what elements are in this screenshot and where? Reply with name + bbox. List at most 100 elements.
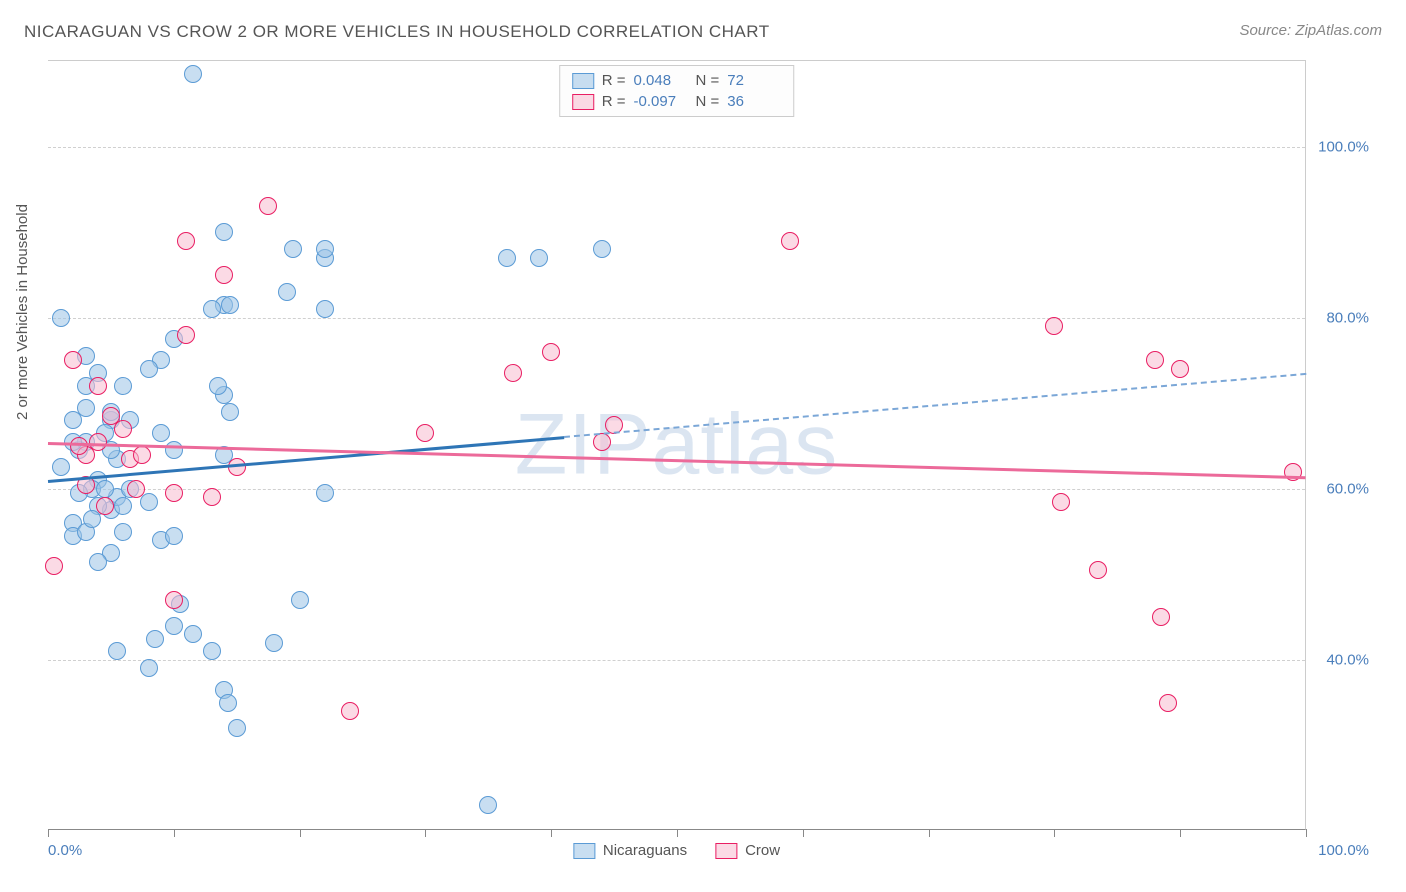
data-point: [498, 249, 516, 267]
data-point: [114, 420, 132, 438]
data-point: [146, 630, 164, 648]
x-tick-mark: [551, 829, 552, 837]
data-point: [114, 377, 132, 395]
n-value-blue: 72: [727, 72, 781, 89]
data-point: [221, 296, 239, 314]
data-point: [316, 300, 334, 318]
series-legend: Nicaraguans Crow: [573, 842, 780, 859]
data-point: [291, 591, 309, 609]
data-point: [165, 591, 183, 609]
data-point: [203, 300, 221, 318]
data-point: [114, 497, 132, 515]
data-point: [416, 424, 434, 442]
data-point: [1146, 351, 1164, 369]
data-point: [215, 266, 233, 284]
data-point: [219, 694, 237, 712]
watermark: ZIPatlas: [515, 396, 838, 495]
x-axis-max-label: 100.0%: [1318, 842, 1369, 859]
legend-label-blue: Nicaraguans: [603, 842, 687, 859]
data-point: [184, 625, 202, 643]
data-point: [1171, 360, 1189, 378]
data-point: [96, 480, 114, 498]
r-value-blue: 0.048: [634, 72, 688, 89]
y-tick-label: 40.0%: [1313, 651, 1369, 668]
data-point: [45, 557, 63, 575]
data-point: [165, 527, 183, 545]
trend-line: [564, 373, 1306, 439]
data-point: [209, 377, 227, 395]
swatch-blue-icon: [572, 73, 594, 89]
n-value-pink: 36: [727, 93, 781, 110]
gridline: [48, 147, 1305, 148]
x-tick-mark: [803, 829, 804, 837]
data-point: [177, 232, 195, 250]
data-point: [1045, 317, 1063, 335]
data-point: [341, 702, 359, 720]
data-point: [203, 642, 221, 660]
data-point: [127, 480, 145, 498]
data-point: [228, 719, 246, 737]
correlation-legend: R = 0.048 N = 72 R = -0.097 N = 36: [559, 65, 795, 117]
source-attribution: Source: ZipAtlas.com: [1239, 22, 1382, 39]
x-tick-mark: [1180, 829, 1181, 837]
data-point: [89, 377, 107, 395]
r-label: R =: [602, 72, 626, 89]
legend-item-pink: Crow: [715, 842, 780, 859]
y-tick-label: 60.0%: [1313, 480, 1369, 497]
data-point: [140, 493, 158, 511]
data-point: [89, 553, 107, 571]
swatch-pink-icon: [715, 843, 737, 859]
data-point: [1089, 561, 1107, 579]
data-point: [96, 497, 114, 515]
y-axis-label: 2 or more Vehicles in Household: [14, 204, 31, 420]
data-point: [114, 523, 132, 541]
data-point: [259, 197, 277, 215]
x-tick-mark: [48, 829, 49, 837]
data-point: [52, 309, 70, 327]
data-point: [177, 326, 195, 344]
x-axis-min-label: 0.0%: [48, 842, 82, 859]
data-point: [70, 437, 88, 455]
data-point: [108, 642, 126, 660]
legend-row-pink: R = -0.097 N = 36: [572, 91, 782, 112]
data-point: [52, 458, 70, 476]
y-tick-label: 80.0%: [1313, 309, 1369, 326]
data-point: [165, 484, 183, 502]
gridline: [48, 660, 1305, 661]
data-point: [278, 283, 296, 301]
data-point: [479, 796, 497, 814]
swatch-pink-icon: [572, 94, 594, 110]
gridline: [48, 489, 1305, 490]
data-point: [165, 441, 183, 459]
legend-row-blue: R = 0.048 N = 72: [572, 70, 782, 91]
x-tick-mark: [1054, 829, 1055, 837]
x-tick-mark: [929, 829, 930, 837]
chart-title: NICARAGUAN VS CROW 2 OR MORE VEHICLES IN…: [24, 22, 770, 42]
data-point: [64, 351, 82, 369]
y-tick-label: 100.0%: [1313, 138, 1369, 155]
data-point: [284, 240, 302, 258]
data-point: [77, 399, 95, 417]
x-tick-mark: [425, 829, 426, 837]
gridline: [48, 318, 1305, 319]
data-point: [1159, 694, 1177, 712]
n-label: N =: [696, 72, 720, 89]
data-point: [140, 360, 158, 378]
n-label: N =: [696, 93, 720, 110]
data-point: [228, 458, 246, 476]
data-point: [133, 446, 151, 464]
legend-label-pink: Crow: [745, 842, 780, 859]
data-point: [184, 65, 202, 83]
data-point: [221, 403, 239, 421]
data-point: [316, 240, 334, 258]
data-point: [542, 343, 560, 361]
data-point: [1152, 608, 1170, 626]
data-point: [165, 617, 183, 635]
swatch-blue-icon: [573, 843, 595, 859]
r-value-pink: -0.097: [634, 93, 688, 110]
data-point: [265, 634, 283, 652]
r-label: R =: [602, 93, 626, 110]
data-point: [593, 240, 611, 258]
data-point: [504, 364, 522, 382]
data-point: [152, 424, 170, 442]
